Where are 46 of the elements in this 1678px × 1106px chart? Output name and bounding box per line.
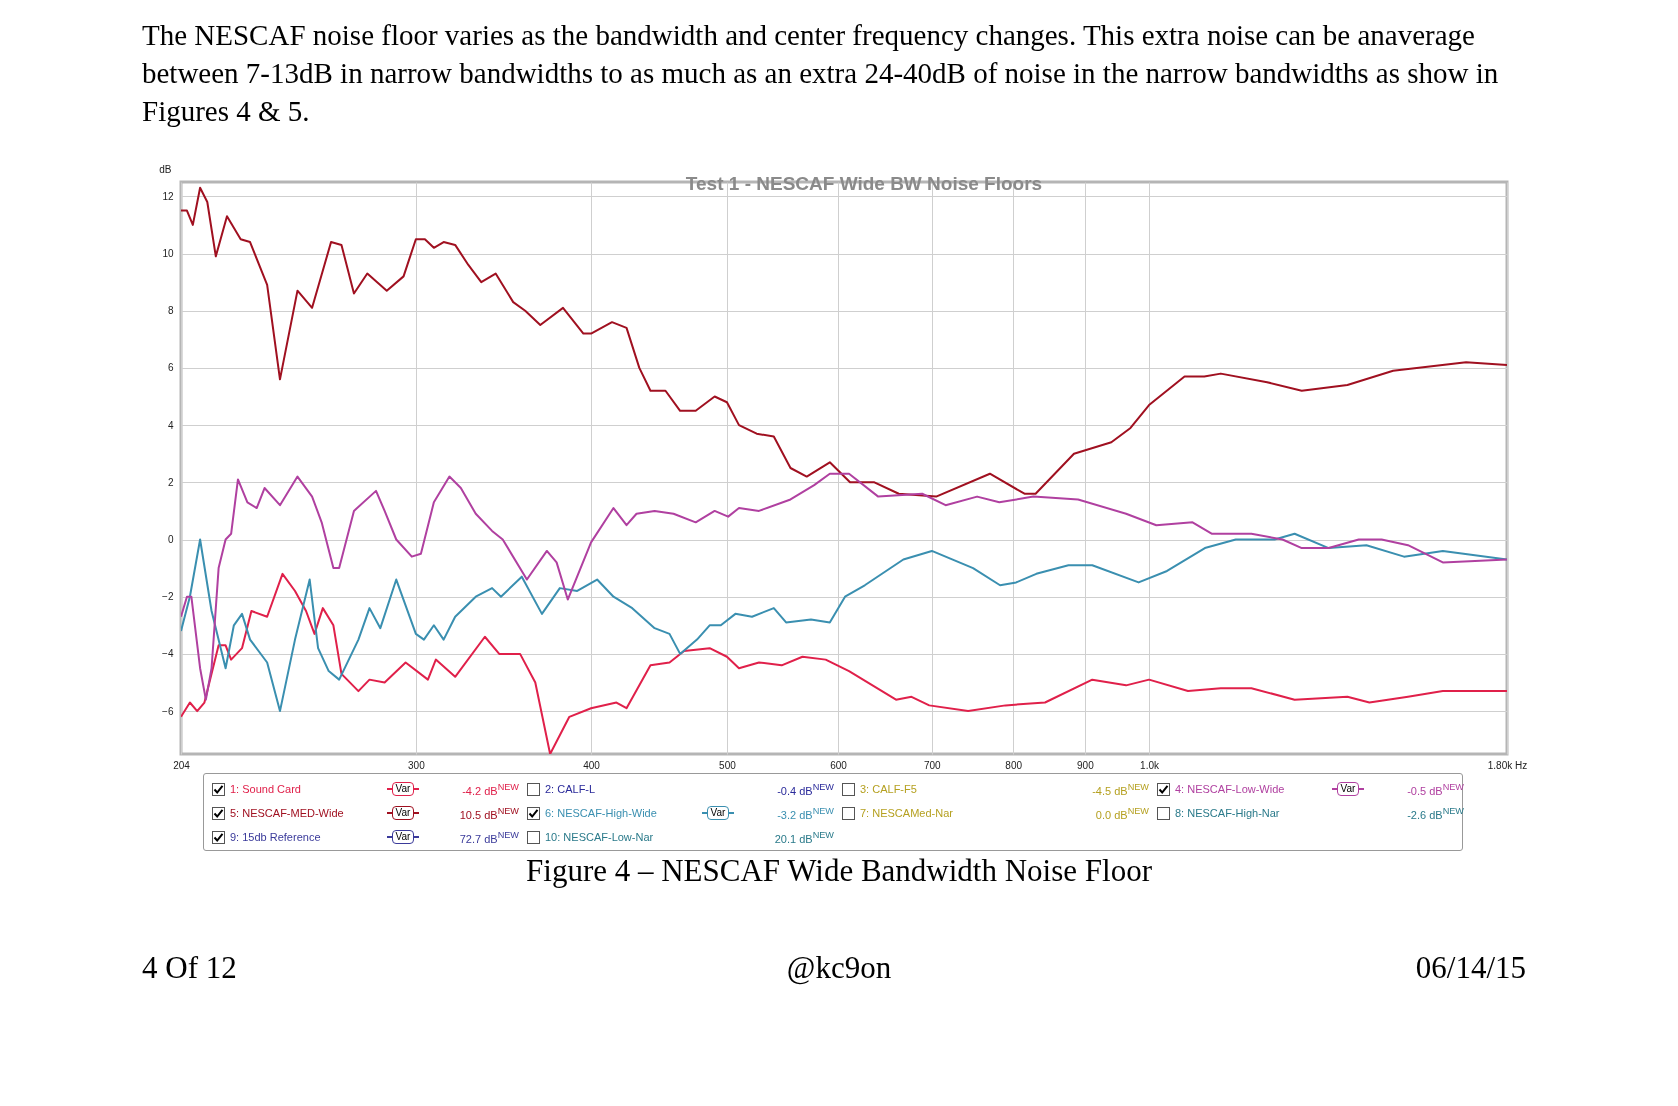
text: 8: NESCAF-High-Nar — [1175, 807, 1281, 819]
y-tick-label: 6 — [167, 362, 174, 374]
text: -3.2 dB$^{NEW}$ — [776, 805, 834, 821]
text: -0.4 dB$^{NEW}$ — [776, 781, 834, 797]
text: 10.5 dB$^{NEW}$ — [458, 805, 519, 821]
y-tick-label: 0 — [167, 534, 174, 545]
x-tick-label: 700 — [924, 759, 942, 771]
x-tick-label: 400 — [583, 759, 601, 771]
text: 4: NESCAF-Low-Wide — [1175, 783, 1286, 795]
text: 1: Sound Card — [230, 783, 302, 795]
text: 20.1 dB$^{NEW}$ — [773, 829, 834, 845]
y-tick-label: 4 — [167, 419, 174, 431]
text: 10: NESCAF-Low-Nar — [545, 831, 655, 843]
text: 06/14/15 — [1415, 950, 1526, 986]
caption: Figure 4 – NESCAF Wide Bandwidth Noise Floor — [525, 853, 1153, 889]
x-tick-label: 900 — [1077, 759, 1095, 771]
x-tick-label: 204 — [173, 759, 191, 771]
x-tick-label: 300 — [408, 759, 426, 771]
text: 72.7 dB$^{NEW}$ — [458, 829, 519, 845]
text: 7: NESCAMed-Nar — [860, 807, 954, 819]
text: -2.6 dB$^{NEW}$ — [1406, 805, 1464, 821]
x-tick-label: 500 — [719, 759, 737, 771]
text: 3: CALF-F5 — [860, 783, 918, 795]
text: 2: CALF-L — [545, 783, 597, 795]
text: 9: 15db Reference — [230, 831, 322, 843]
y-axis-title: dB — [159, 163, 172, 175]
y-tick-label: −2 — [162, 591, 174, 603]
text: 0.0 dB$^{NEW}$ — [1094, 805, 1149, 821]
text: 6: NESCAF-High-Wide — [545, 807, 658, 819]
y-tick-label: 12 — [162, 190, 174, 202]
x-tick-label: 1.80k Hz — [1487, 759, 1528, 771]
y-tick-label: 10 — [162, 248, 174, 259]
y-tick-label: −6 — [162, 705, 174, 717]
text: -0.5 dB$^{NEW}$ — [1406, 781, 1464, 797]
x-tick-label: 1.0k — [1140, 759, 1160, 771]
y-tick-label: −4 — [162, 648, 174, 660]
text: The NESCAF noise floor varies as the bandwidth and center frequency changes. This extra noise can be anaverage between 7-13dB in narrow bandwidths to as much as an extra 24-40dB of noise in the narrow bandwidths as show in Figures 4 & 5. — [142, 18, 1500, 129]
y-tick-label: 8 — [167, 305, 174, 317]
text: @kc9on — [786, 950, 892, 985]
text: -4.5 dB$^{NEW}$ — [1091, 781, 1149, 797]
text: -4.2 dB$^{NEW}$ — [461, 781, 519, 797]
x-tick-label: 800 — [1005, 759, 1023, 771]
y-tick-label: 2 — [167, 476, 174, 488]
text: 4 Of 12 — [142, 950, 237, 986]
text: 5: NESCAF-MED-Wide — [230, 807, 345, 819]
x-tick-label: 600 — [830, 759, 848, 771]
